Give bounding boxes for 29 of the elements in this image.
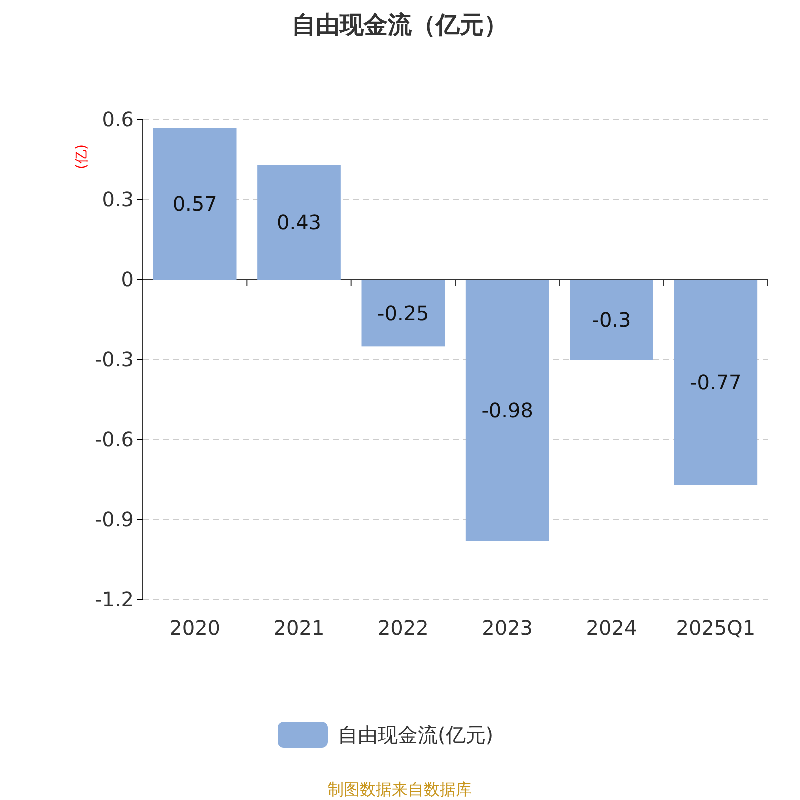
x-tick-label: 2022 [378, 616, 429, 640]
bar [466, 280, 550, 542]
data-label: -0.77 [690, 370, 742, 395]
text: 制图数据来自数据库 [328, 780, 472, 799]
bar [674, 280, 758, 486]
y-tick-label: -0.3 [94, 347, 134, 372]
y-tick-label: 0.3 [102, 187, 134, 212]
y-tick-label: 0 [121, 267, 134, 292]
bar [258, 165, 341, 280]
x-tick-label: 2025Q1 [676, 616, 756, 640]
bar [570, 280, 654, 360]
y-tick-label: -0.9 [94, 507, 134, 532]
bar [153, 128, 237, 280]
x-tick-label: 2024 [586, 616, 638, 640]
x-tick-label: 2021 [274, 616, 325, 640]
chart-title: 自由现金流（亿元） [292, 11, 508, 39]
data-label: 0.43 [276, 210, 322, 235]
data-label: -0.3 [592, 308, 632, 332]
legend-label: 自由现金流(亿元) [338, 723, 494, 747]
bar [362, 280, 446, 347]
data-label: -0.25 [378, 301, 430, 326]
y-axis-title: (亿) [74, 144, 90, 170]
y-tick-label: -0.6 [94, 427, 134, 452]
y-tick-label: -1.2 [94, 587, 134, 612]
data-label: -0.98 [482, 398, 534, 423]
x-tick-label: 2023 [482, 616, 534, 640]
x-tick-label: 2020 [170, 616, 221, 640]
y-tick-label: 0.6 [102, 107, 134, 132]
data-label: 0.57 [172, 192, 218, 216]
